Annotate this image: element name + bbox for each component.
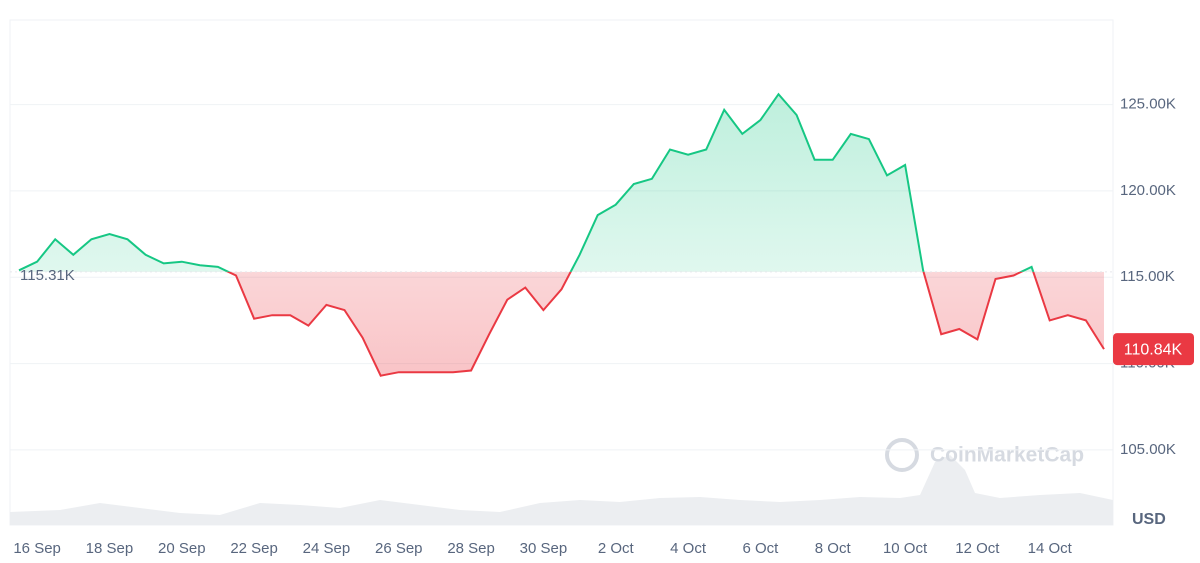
x-tick-label: 2 Oct — [598, 540, 635, 557]
x-tick-label: 26 Sep — [375, 540, 423, 557]
last-price-label: 110.84K — [1124, 341, 1183, 358]
x-tick-label: 24 Sep — [303, 540, 351, 557]
y-tick-label: 115.00K — [1120, 268, 1175, 285]
y-tick-label: 120.00K — [1120, 182, 1176, 199]
watermark: CoinMarketCap — [885, 438, 1084, 472]
watermark-text: CoinMarketCap — [930, 444, 1084, 467]
area-up — [19, 94, 1034, 272]
x-tick-label: 20 Sep — [158, 540, 206, 557]
currency-label: USD — [1132, 511, 1166, 528]
x-tick-label: 28 Sep — [447, 540, 495, 557]
x-tick-label: 12 Oct — [955, 540, 1000, 557]
x-tick-label: 14 Oct — [1028, 540, 1073, 557]
area-down — [19, 271, 1104, 376]
last-price-box — [1113, 333, 1194, 366]
x-tick-label: 4 Oct — [670, 540, 707, 557]
price-line-down — [226, 271, 1105, 377]
x-tick-label: 30 Sep — [520, 540, 568, 557]
y-tick-label: 125.00K — [1120, 96, 1176, 113]
watermark-logo — [885, 438, 919, 472]
x-tick-label: 22 Sep — [230, 540, 278, 557]
price-line-up — [18, 92, 1035, 272]
baseline-label: 115.31K — [20, 267, 75, 284]
y-tick-label: 105.00K — [1120, 441, 1176, 458]
x-tick-label: 10 Oct — [883, 540, 928, 557]
x-tick-label: 16 Sep — [13, 540, 61, 557]
x-tick-label: 18 Sep — [86, 540, 134, 557]
volume-area — [10, 455, 1113, 525]
x-tick-label: 6 Oct — [742, 540, 779, 557]
x-tick-label: 8 Oct — [815, 540, 852, 557]
